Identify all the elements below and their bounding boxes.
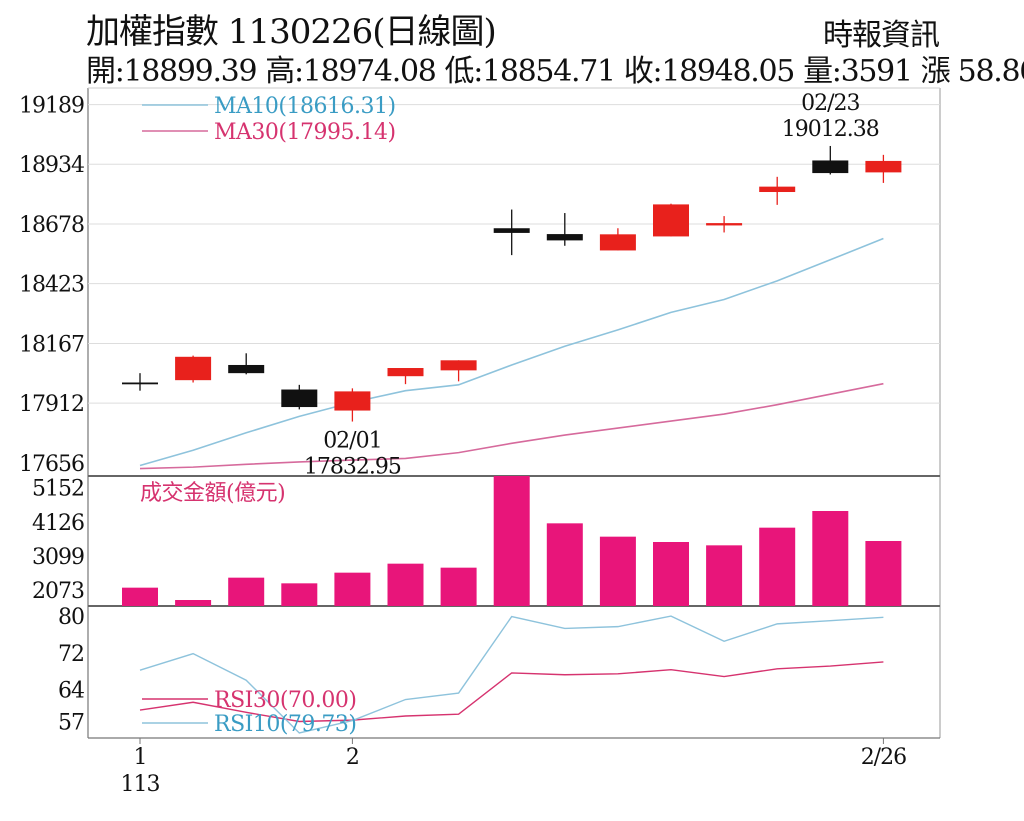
rsi-line-rsi10 <box>139 615 884 734</box>
volume-bar <box>706 545 743 606</box>
annotation-low-value: 17832.95 <box>304 455 401 480</box>
volume-bar <box>387 563 424 606</box>
candle-up <box>706 223 743 226</box>
moving-average-lines <box>139 237 884 470</box>
stat-volume-label: 量: <box>803 54 842 89</box>
annotation-high-value: 19012.38 <box>782 117 879 142</box>
rsi-tick-label: 72 <box>58 642 84 667</box>
x-tick-label: 1 <box>134 745 147 770</box>
stat-low-label: 低: <box>444 54 484 89</box>
candle-down <box>122 382 158 385</box>
rsi-tick-label: 57 <box>58 711 84 736</box>
ma-line-ma10 <box>139 237 884 467</box>
candle-up <box>440 360 477 371</box>
candle-up <box>175 356 212 381</box>
volume-tick-label: 3099 <box>32 545 84 570</box>
rsi-tick-label: 80 <box>58 605 84 630</box>
candle-up <box>865 160 902 173</box>
stat-close: 收:18948.05 <box>623 54 796 89</box>
volume-tick-label: 4126 <box>32 511 84 536</box>
candlesticks <box>122 145 902 422</box>
volume-tick-label: 5152 <box>32 477 84 502</box>
volume-bars <box>122 476 902 606</box>
volume-bar <box>281 583 318 606</box>
rsi-line-rsi30 <box>139 661 884 723</box>
price-tick-label: 17656 <box>19 452 84 477</box>
legend-ma10: MA10(18616.31) <box>214 94 396 119</box>
price-tick-label: 19189 <box>19 94 84 119</box>
ohlc-stats: 開:18899.39 高:18974.08 低:18854.71 收:18948.05… <box>86 46 1024 90</box>
stat-close-value: 18948.05 <box>661 54 795 89</box>
stat-open-value: 18899.39 <box>123 54 258 89</box>
volume-bar <box>440 567 477 606</box>
rsi-lines <box>139 615 884 734</box>
x-tick-sublabel: 113 <box>121 772 160 797</box>
x-tick-label: 2/26 <box>861 745 906 770</box>
price-tick-label: 18678 <box>19 213 84 238</box>
volume-bar <box>865 541 902 606</box>
candle-down <box>493 228 530 233</box>
candle-up <box>334 391 371 411</box>
stat-open: 開:18899.39 <box>86 54 258 89</box>
legend-rsi30: RSI30(70.00) <box>214 688 356 713</box>
volume-bar <box>122 587 158 606</box>
candle-down <box>228 364 265 374</box>
candle-up <box>387 368 424 377</box>
stat-open-label: 開: <box>86 54 125 89</box>
volume-bar <box>334 572 371 606</box>
candle-up <box>599 234 636 251</box>
price-tick-label: 18934 <box>19 153 84 178</box>
volume-bar <box>653 542 689 606</box>
volume-tick-label: 2073 <box>32 579 84 604</box>
annotation-high-date: 02/23 <box>801 91 859 116</box>
source-label: 時報資訊 <box>823 18 940 53</box>
legend-ma30: MA30(17995.14) <box>214 120 396 145</box>
candle-down <box>546 234 583 241</box>
volume-bar <box>228 577 265 606</box>
volume-bar <box>175 600 212 606</box>
price-tick-label: 18167 <box>19 332 84 357</box>
stat-low: 低:18854.71 <box>444 54 617 89</box>
volume-bar <box>812 511 849 606</box>
stat-high-label: 高: <box>265 54 304 89</box>
volume-title: 成交金額(億元) <box>140 481 285 506</box>
stat-change: 漲 58.86 <box>921 54 1024 89</box>
volume-bar <box>599 536 636 606</box>
chart-frame <box>87 87 941 744</box>
candle-up <box>653 204 689 237</box>
price-gridlines <box>88 104 940 404</box>
stat-volume: 量:3591 <box>803 54 913 89</box>
price-tick-label: 17912 <box>19 392 84 417</box>
x-tick-label: 2 <box>346 745 359 770</box>
ma-line-ma30 <box>139 382 884 470</box>
stat-change-value: 58.86 <box>957 54 1024 89</box>
annotation-low-date: 02/01 <box>323 429 381 454</box>
stat-volume-value: 3591 <box>840 54 913 89</box>
volume-bar <box>546 523 583 606</box>
rsi-tick-label: 64 <box>58 678 84 703</box>
stat-close-label: 收: <box>623 54 663 89</box>
price-tick-label: 18423 <box>19 273 84 298</box>
candle-up <box>759 186 796 193</box>
stat-high: 高:18974.08 <box>265 54 437 89</box>
candle-down <box>281 389 318 408</box>
stat-high-value: 18974.08 <box>302 54 437 89</box>
stat-change-label: 漲 <box>920 54 958 89</box>
volume-bar <box>759 527 796 606</box>
volume-bar <box>493 476 530 606</box>
chart-labels: 19189 18934 18678 18423 18167 17912 17656 MA10(… <box>19 91 907 797</box>
stat-low-value: 18854.71 <box>482 54 616 89</box>
chart-title: 加權指數 1130226(日線圖) <box>86 12 497 52</box>
candle-down <box>812 160 849 174</box>
legend-rsi10: RSI10(79.73) <box>214 712 356 737</box>
